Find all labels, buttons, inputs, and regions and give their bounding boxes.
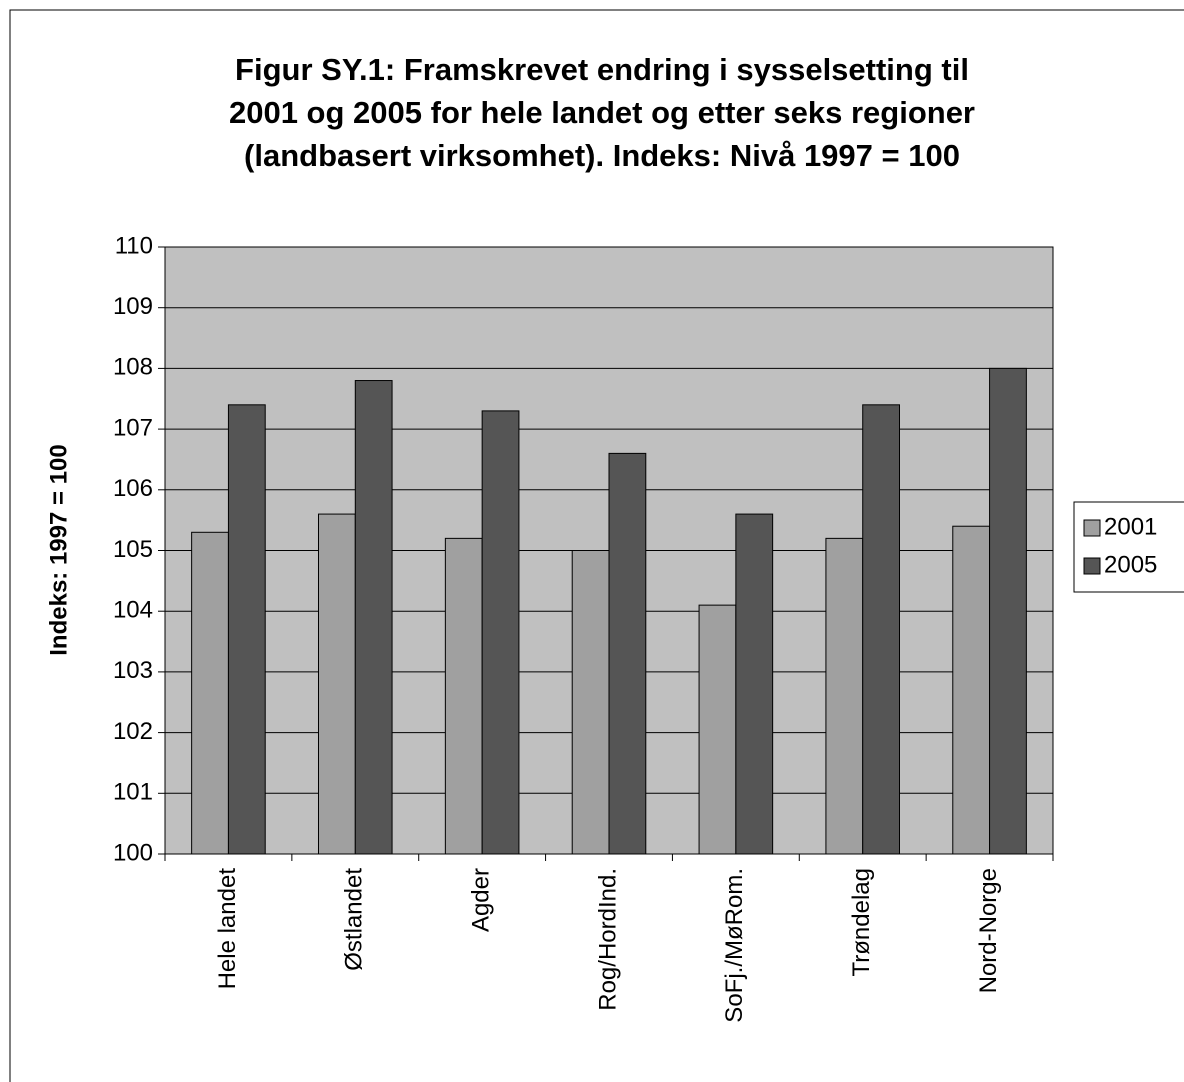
y-tick-label: 110 <box>115 232 153 259</box>
x-tick-label: SoFj./MøRom. <box>721 868 748 1023</box>
legend-box <box>1073 501 1184 593</box>
y-tick-label: 105 <box>113 536 153 563</box>
bar <box>227 404 266 855</box>
x-tick-label: Rog/HordInd. <box>594 868 621 1011</box>
bar <box>571 550 610 855</box>
x-tick-label: Nord-Norge <box>975 868 1002 993</box>
y-tick-label: 101 <box>113 779 153 806</box>
y-tick-label: 104 <box>113 597 153 624</box>
legend-swatch <box>1083 519 1101 537</box>
y-tick-label: 106 <box>113 475 153 502</box>
y-tick-label: 108 <box>113 354 153 381</box>
y-tick-label: 100 <box>113 839 153 866</box>
legend-swatch <box>1083 557 1101 575</box>
y-axis-label: Indeks: 1997 = 100 <box>45 444 72 655</box>
x-tick-label: Hele landet <box>214 868 241 990</box>
bar <box>444 537 483 855</box>
bar <box>862 404 901 855</box>
y-tick-label: 107 <box>113 414 153 441</box>
chart-title: (landbasert virksomhet). Indeks: Nivå 19… <box>244 138 960 173</box>
y-tick-label: 102 <box>113 718 153 745</box>
legend-label: 2005 <box>1104 551 1157 578</box>
chart-title: Figur SY.1: Framskrevet endring i syssel… <box>235 52 969 87</box>
x-tick-label: Trøndelag <box>848 868 875 977</box>
legend-label: 2001 <box>1104 513 1157 540</box>
y-tick-label: 109 <box>113 293 153 320</box>
bar <box>989 367 1027 855</box>
x-tick-label: Agder <box>467 868 494 932</box>
bar <box>698 604 737 855</box>
bar <box>608 452 647 855</box>
chart-title: 2001 og 2005 for hele landet og etter se… <box>229 95 975 130</box>
bar <box>735 513 774 855</box>
x-tick-label: Østlandet <box>341 868 368 971</box>
bar <box>191 531 229 855</box>
plot-border <box>164 246 1054 855</box>
y-tick-label: 103 <box>113 657 153 684</box>
bar <box>481 410 520 855</box>
bar <box>354 380 393 855</box>
bar <box>952 525 991 855</box>
bar <box>317 513 356 855</box>
bar <box>825 537 864 855</box>
